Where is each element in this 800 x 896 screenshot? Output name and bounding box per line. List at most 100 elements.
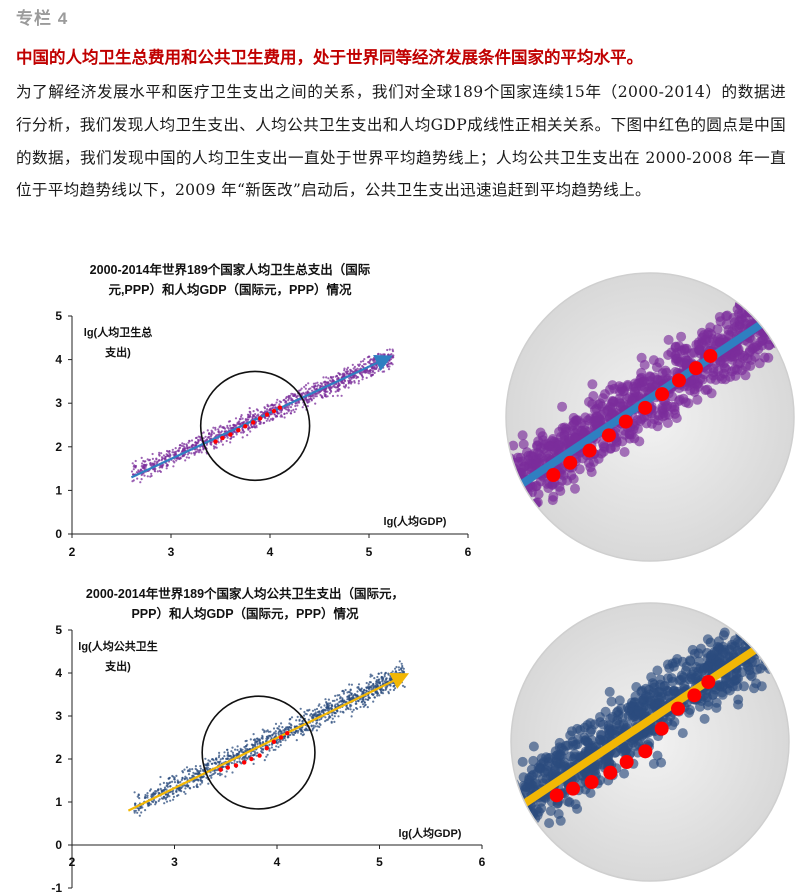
world-point [195,778,198,781]
world-point [136,477,139,480]
world-point [320,394,323,398]
zoom-world-point [767,627,778,638]
world-point [212,772,215,775]
zoom-world-point [740,627,751,638]
world-point [303,385,306,388]
y-tick-label: 1 [55,795,62,809]
world-point [146,794,149,797]
world-point [359,360,363,363]
world-point [335,698,339,701]
world-point [153,460,156,463]
world-point [237,752,240,755]
zoom-world-point [764,306,775,317]
world-point [215,769,218,772]
world-point [322,376,325,379]
zoom-world-point [538,435,549,446]
world-point [374,685,377,688]
zoom-world-point [754,358,765,369]
world-point [268,409,271,412]
chart-2-svg: 2000-2014年世界189个国家人均公共卫生支出（国际元， PPP）和人均GD… [51,586,485,894]
zoom-world-point [770,281,780,292]
zoom-world-point [780,303,791,314]
world-point [231,751,234,754]
world-point [266,408,269,411]
world-point [249,411,252,414]
world-point [254,741,257,744]
chart-title-line: PPP）和人均GDP（国际元，PPP）情况 [131,606,359,621]
world-point [278,409,281,412]
world-point [261,740,265,744]
world-point [336,384,340,387]
world-point [364,703,367,706]
world-point [165,788,168,791]
zoom-world-point [614,695,625,706]
x-axis-label: lg(人均GDP) [384,514,447,528]
zoom-world-point [506,490,514,501]
zoom-world-point [775,275,786,286]
y-tick-label: 4 [55,353,62,367]
china-point [225,765,230,770]
zoom-world-point [759,303,770,314]
world-point [241,757,244,761]
world-point [187,773,191,776]
world-point [146,475,149,478]
world-point [132,479,135,482]
zoom-world-point [606,409,617,420]
zoom-world-point [789,288,794,299]
zoom-world-point [771,299,782,310]
zoom-world-point [758,623,768,634]
zoom-china-point [655,387,670,402]
world-point [292,394,295,397]
world-point [285,395,288,399]
zoom-world-point [780,603,789,609]
world-point [285,726,288,729]
world-point [371,693,374,696]
zoom-world-point [778,603,789,614]
world-point [130,470,134,473]
world-point [402,667,405,670]
world-point [364,698,367,701]
world-point [302,733,305,736]
world-point [256,751,259,754]
zoom-world-point [586,735,597,745]
world-point [325,395,328,398]
zoom-world-point [677,728,688,739]
world-point [185,784,188,788]
world-point [363,701,366,704]
world-point [380,676,383,679]
zoom-world-point [760,629,771,640]
world-point [192,451,195,455]
zoom-world-point [660,365,671,376]
world-point [199,449,202,452]
world-point [382,353,385,356]
world-point [241,436,244,439]
world-point [344,370,347,373]
world-point [307,709,310,712]
zoom-world-point [591,403,602,414]
world-point [384,688,387,691]
zoom-world-point [654,694,665,705]
world-point [229,427,232,430]
world-point [237,423,240,426]
y-tick-label: 4 [55,666,62,680]
world-point [318,390,321,393]
zoom-world-point [787,302,794,313]
world-point [243,420,246,423]
zoom-world-point [787,294,794,305]
world-point [164,793,167,796]
world-point [324,716,327,719]
world-point [340,381,344,384]
x-tick-label: 6 [465,545,472,559]
world-point [310,389,314,392]
world-point [349,370,352,373]
y-axis-label: lg(人均公共卫生 [78,639,157,653]
zoom-world-point [747,635,758,646]
world-point [369,675,372,678]
zoom-world-point [548,491,559,502]
world-point [276,398,279,401]
world-point [274,748,277,751]
zoom-world-point [659,680,670,691]
world-point [274,730,277,733]
zoom-world-point [785,293,794,304]
world-point [340,394,343,397]
